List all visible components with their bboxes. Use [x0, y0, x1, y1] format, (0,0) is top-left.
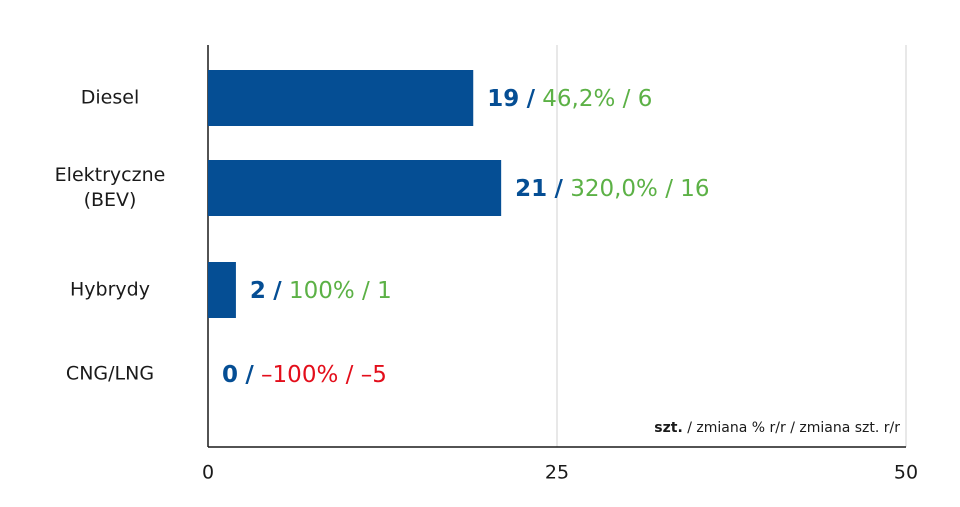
separator: / [665, 176, 673, 202]
value-label: 0 / –100% / –5 [222, 362, 387, 388]
value-label: 19 / 46,2% / 6 [487, 86, 652, 112]
change-pct: 46,2% [542, 86, 615, 112]
change-pct: 320,0% [570, 176, 658, 202]
change-units: 16 [680, 176, 709, 202]
value: 0 [222, 362, 238, 388]
value: 21 [515, 176, 547, 202]
value-label: 21 / 320,0% / 16 [515, 176, 709, 202]
category-label: Diesel [80, 86, 140, 109]
bar [208, 262, 236, 318]
bar [208, 70, 474, 126]
value: 19 [487, 86, 519, 112]
category-label: Hybrydy [70, 278, 150, 301]
separator: / [273, 278, 282, 304]
x-tick-label: 25 [545, 462, 569, 484]
change-units: –5 [361, 362, 387, 388]
separator: / [527, 86, 536, 112]
separator: / [623, 86, 631, 112]
unit-note-rest: / zmiana % r/r / zmiana szt. r/r [687, 420, 900, 436]
change-units: 6 [638, 86, 653, 112]
unit-note-bold: szt. [654, 420, 683, 436]
value-label: 2 / 100% / 1 [250, 278, 392, 304]
separator: / [346, 362, 354, 388]
separator: / [245, 362, 254, 388]
category-label: Elektryczne (BEV) [54, 164, 166, 211]
separator: / [362, 278, 370, 304]
separator: / [554, 176, 563, 202]
change-pct: –100% [261, 362, 338, 388]
change-units: 1 [377, 278, 392, 304]
unit-note: szt. / zmiana % r/r / zmiana szt. r/r [654, 420, 900, 436]
value: 2 [250, 278, 266, 304]
bar [208, 160, 502, 216]
x-tick-label: 0 [202, 462, 214, 484]
category-label: CNG/LNG [65, 362, 155, 385]
change-pct: 100% [289, 278, 355, 304]
x-tick-label: 50 [894, 462, 918, 484]
